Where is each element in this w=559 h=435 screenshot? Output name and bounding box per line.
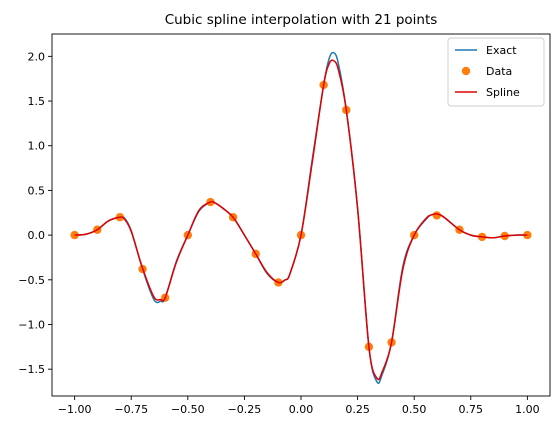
legend-data-label: Data	[486, 65, 512, 78]
x-tick-label: −0.75	[114, 403, 148, 416]
y-tick-label: 1.5	[28, 95, 46, 108]
y-tick-label: −1.5	[18, 363, 45, 376]
x-tick-label: 0.50	[402, 403, 427, 416]
data-point	[523, 230, 532, 240]
x-tick-label: 0.75	[459, 403, 484, 416]
legend-exact-label: Exact	[486, 44, 517, 57]
x-tick-label: −1.00	[58, 403, 92, 416]
legend-box	[447, 37, 545, 107]
plot-area	[70, 51, 532, 385]
y-tick-label: 0.0	[28, 229, 46, 242]
x-tick-label: 1.00	[515, 403, 540, 416]
data-point	[70, 230, 79, 240]
x-tick-label: −0.50	[171, 403, 205, 416]
spline-series-line	[74, 59, 528, 381]
x-axis: −1.00 −0.75 −0.50 −0.25 0.00 0.25 0.50 0.75 1.00	[58, 396, 540, 416]
x-tick-label: 0.25	[345, 403, 370, 416]
y-tick-label: −0.5	[18, 274, 45, 287]
y-tick-label: 1.0	[28, 140, 46, 153]
chart-title: Cubic spline interpolation with 21 point…	[165, 12, 438, 28]
legend: Exact Data Spline	[447, 37, 545, 107]
y-tick-label: −1.0	[18, 318, 45, 331]
x-tick-label: 0.00	[289, 403, 314, 416]
x-tick-label: −0.25	[228, 403, 262, 416]
y-tick-label: 0.5	[28, 184, 46, 197]
legend-spline-label: Spline	[486, 86, 520, 99]
legend-data-swatch	[461, 66, 471, 76]
y-axis: −1.5 −1.0 −0.5 0.0 0.5 1.0 1.5 2.0	[18, 50, 52, 376]
y-tick-label: 2.0	[28, 50, 46, 63]
